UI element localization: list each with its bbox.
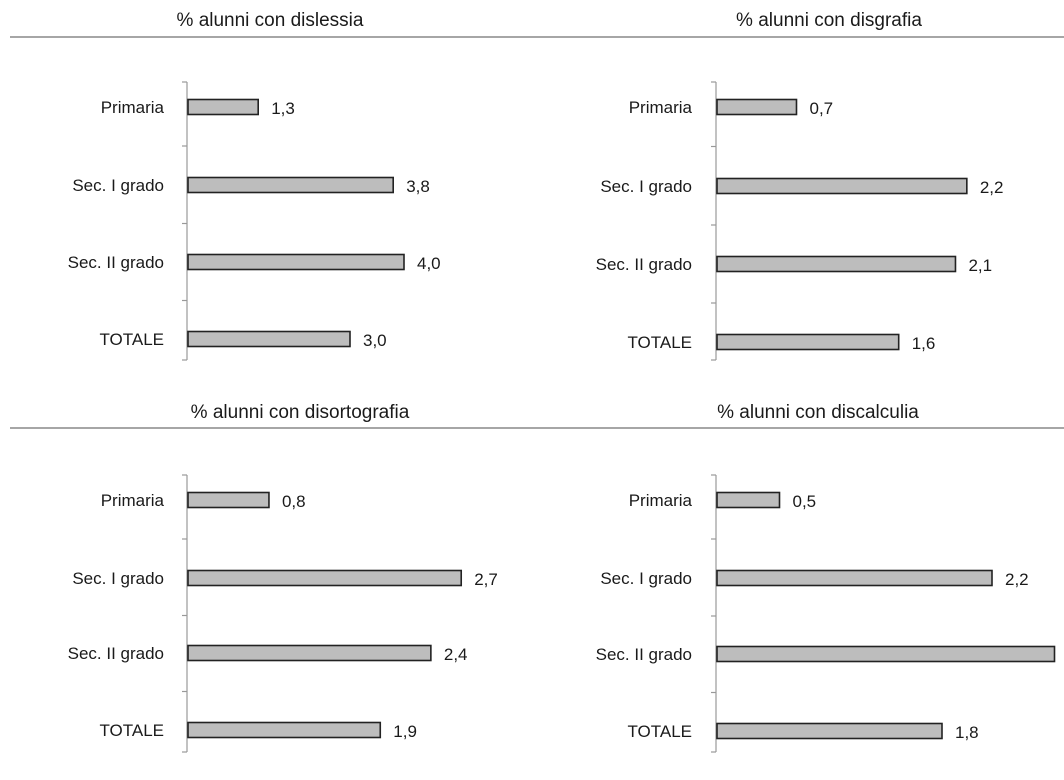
- bar: [716, 722, 943, 740]
- value-label: 0,5: [793, 492, 817, 511]
- value-label: 3,8: [406, 177, 430, 196]
- bar: [187, 98, 259, 116]
- category-label: Sec. I grado: [72, 176, 164, 195]
- value-label: 1,3: [271, 99, 295, 118]
- bar: [187, 644, 432, 662]
- category-label: Primaria: [101, 98, 165, 117]
- category-label: Sec. II grado: [68, 644, 164, 663]
- value-label: 2,2: [1005, 570, 1029, 589]
- category-label: Primaria: [101, 491, 165, 510]
- category-label: TOTALE: [99, 330, 164, 349]
- value-label: 1,8: [955, 723, 979, 742]
- value-label: 1,9: [393, 722, 417, 741]
- value-label: 4,0: [417, 254, 441, 273]
- bar: [716, 569, 993, 587]
- value-label: 0,7: [809, 99, 833, 118]
- bar: [716, 98, 798, 116]
- value-label: 2,2: [980, 178, 1004, 197]
- category-label: Sec. II grado: [68, 253, 164, 272]
- bar: [716, 177, 968, 195]
- value-label: 3,0: [363, 331, 387, 350]
- bar: [187, 569, 463, 587]
- value-label: 1,6: [912, 334, 936, 353]
- bar: [187, 176, 394, 194]
- category-label: Primaria: [629, 491, 693, 510]
- category-label: Sec. I grado: [600, 177, 692, 196]
- bar: [716, 491, 781, 509]
- value-label: 2,7: [474, 570, 498, 589]
- chart-title: % alunni con dislessia: [177, 10, 364, 31]
- value-label: 0,8: [282, 492, 306, 511]
- category-label: TOTALE: [627, 722, 692, 741]
- category-label: TOTALE: [99, 721, 164, 740]
- category-label: Sec. II grado: [596, 645, 692, 664]
- category-label: TOTALE: [627, 333, 692, 352]
- bar: [187, 491, 270, 509]
- chart-title: % alunni con disgrafia: [736, 10, 922, 31]
- chart-title: % alunni con discalculia: [717, 402, 919, 423]
- value-label: 2,4: [444, 645, 468, 664]
- bar: [716, 333, 900, 351]
- bar: [187, 253, 405, 271]
- bar: [187, 721, 382, 739]
- category-label: Sec. II grado: [596, 255, 692, 274]
- bar: [716, 255, 957, 273]
- category-label: Sec. I grado: [72, 569, 164, 588]
- chart-title: % alunni con disortografia: [191, 402, 410, 423]
- category-label: Sec. I grado: [600, 569, 692, 588]
- category-label: Primaria: [629, 98, 693, 117]
- bar: [716, 645, 1056, 663]
- value-label: 2,1: [968, 256, 992, 275]
- bar: [187, 330, 351, 348]
